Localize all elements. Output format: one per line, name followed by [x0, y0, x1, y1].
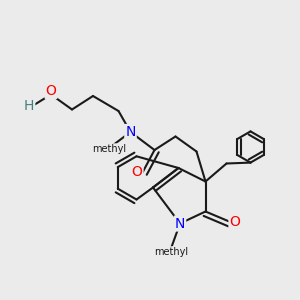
Text: N: N [175, 217, 185, 230]
Text: methyl: methyl [92, 144, 127, 154]
Text: H: H [24, 99, 34, 113]
Text: O: O [230, 215, 240, 229]
Text: methyl: methyl [154, 247, 188, 257]
Text: N: N [125, 125, 136, 139]
Text: O: O [132, 166, 142, 179]
Text: O: O [46, 84, 56, 98]
